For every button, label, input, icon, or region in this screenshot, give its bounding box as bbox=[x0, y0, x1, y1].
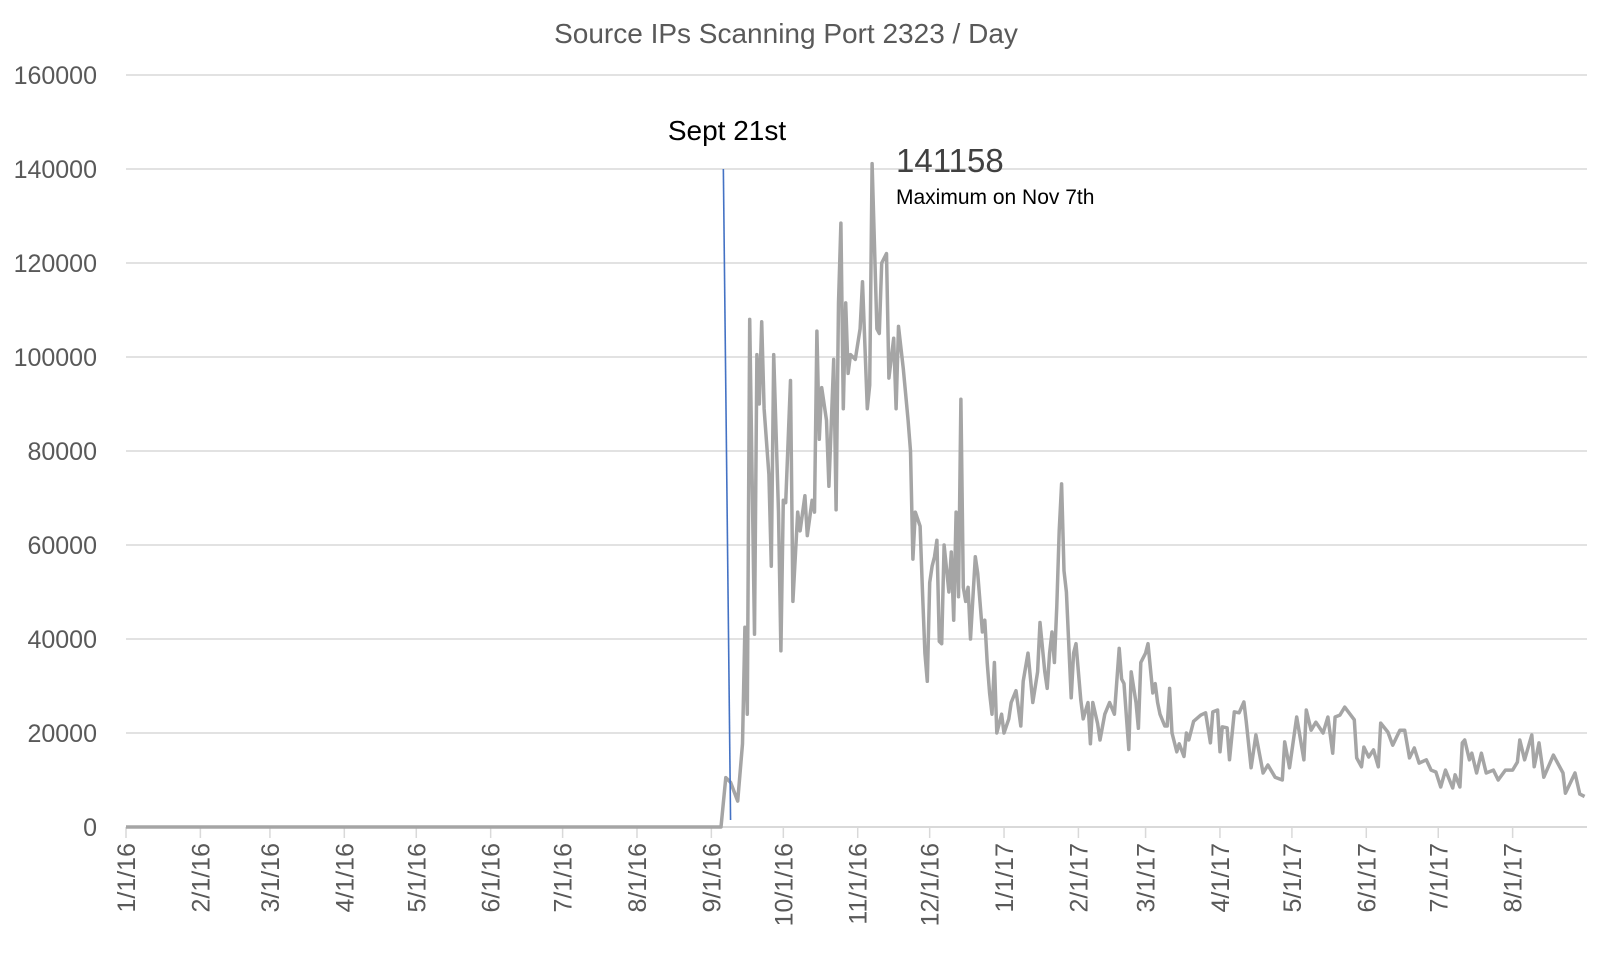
y-tick-label: 80000 bbox=[27, 438, 97, 466]
x-tick-label: 12/1/16 bbox=[917, 843, 945, 926]
x-tick-label: 1/1/17 bbox=[991, 843, 1019, 913]
max-description-label: Maximum on Nov 7th bbox=[896, 186, 1094, 209]
sept-21-label: Sept 21st bbox=[668, 115, 787, 146]
y-tick-label: 120000 bbox=[14, 250, 97, 278]
sept-21-marker-line bbox=[722, 168, 732, 820]
x-tick-label: 8/1/17 bbox=[1500, 843, 1528, 913]
x-tick-label: 4/1/16 bbox=[331, 843, 359, 913]
x-tick-label: 5/1/16 bbox=[403, 843, 431, 913]
x-tick-label: 8/1/16 bbox=[624, 843, 652, 913]
x-tick-label: 1/1/16 bbox=[113, 843, 141, 913]
y-tick-label: 160000 bbox=[14, 62, 97, 90]
x-tick-label: 7/1/17 bbox=[1425, 843, 1453, 913]
x-tick-label: 7/1/16 bbox=[550, 843, 578, 913]
y-tick-label: 140000 bbox=[14, 156, 97, 184]
series-line bbox=[126, 161, 1586, 829]
x-tick-label: 10/1/16 bbox=[770, 843, 798, 926]
x-tick-label: 9/1/16 bbox=[698, 843, 726, 913]
y-tick-label: 0 bbox=[83, 814, 97, 842]
x-tick-label: 6/1/17 bbox=[1353, 843, 1381, 913]
y-tick-label: 60000 bbox=[27, 532, 97, 560]
y-tick-label: 20000 bbox=[27, 720, 97, 748]
gridlines bbox=[126, 74, 1587, 828]
x-tick-label: 6/1/16 bbox=[478, 843, 506, 913]
y-tick-label: 100000 bbox=[14, 344, 97, 372]
x-tick-label: 3/1/17 bbox=[1133, 843, 1161, 913]
y-tick-label: 40000 bbox=[27, 626, 97, 654]
x-tick-label: 2/1/17 bbox=[1065, 843, 1093, 913]
max-value-label: 141158 bbox=[896, 142, 1004, 179]
x-tick-label: 4/1/17 bbox=[1207, 843, 1235, 913]
y-axis-ticks: 0 20000 40000 60000 80000 100000 120000 140000 1… bbox=[14, 62, 97, 842]
chart-title: Source IPs Scanning Port 2323 / Day bbox=[554, 18, 1018, 49]
x-tick-label: 5/1/17 bbox=[1279, 843, 1307, 913]
x-axis-ticks: 1/1/16 2/1/16 3/1/16 4/1/16 5/1/16 6/1/16 7/1/… bbox=[113, 827, 1528, 926]
x-tick-label: 2/1/16 bbox=[187, 843, 215, 913]
x-tick-label: 3/1/16 bbox=[257, 843, 285, 913]
x-tick-label: 11/1/16 bbox=[845, 843, 873, 925]
